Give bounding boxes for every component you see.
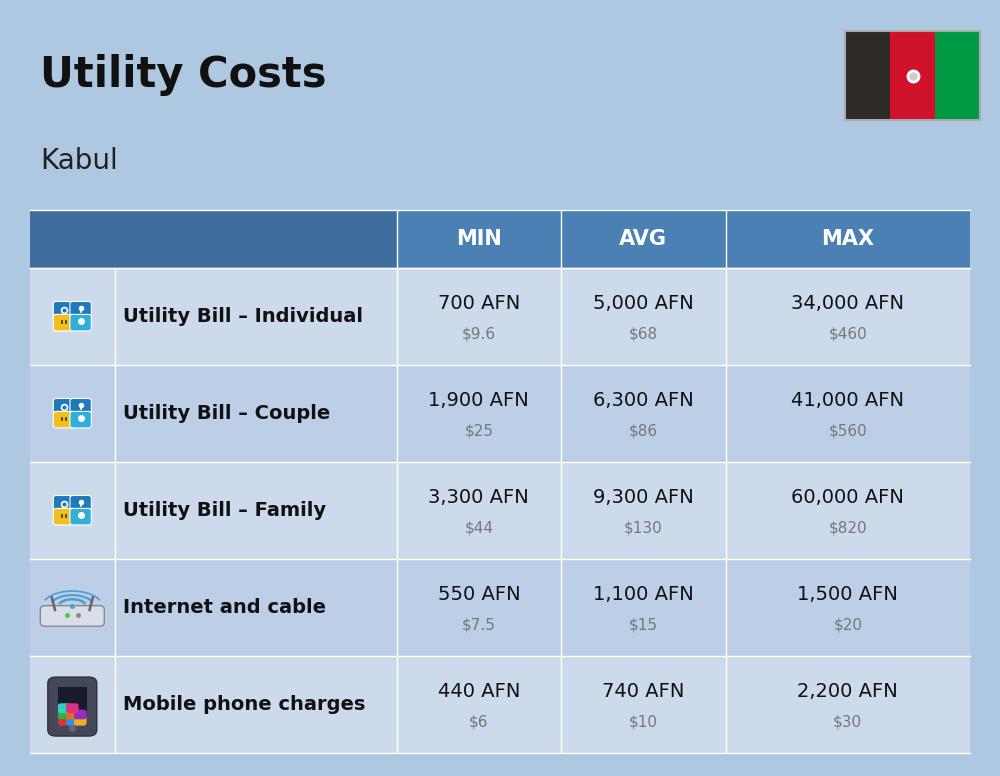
Text: 6,300 AFN: 6,300 AFN	[593, 391, 694, 410]
Bar	[845, 31, 890, 120]
FancyBboxPatch shape	[53, 399, 75, 415]
FancyBboxPatch shape	[53, 508, 75, 525]
FancyBboxPatch shape	[74, 709, 87, 719]
FancyBboxPatch shape	[53, 301, 75, 318]
Bar	[30, 210, 970, 268]
FancyBboxPatch shape	[58, 715, 70, 726]
FancyBboxPatch shape	[58, 709, 70, 719]
Text: $6: $6	[469, 714, 489, 729]
FancyBboxPatch shape	[74, 715, 87, 726]
Text: 1,900 AFN: 1,900 AFN	[428, 391, 529, 410]
FancyBboxPatch shape	[53, 411, 75, 428]
Bar	[890, 31, 935, 120]
Text: 34,000 AFN: 34,000 AFN	[791, 294, 904, 313]
FancyBboxPatch shape	[70, 496, 91, 512]
Text: $25: $25	[464, 423, 493, 438]
Text: $560: $560	[828, 423, 867, 438]
Text: AVG: AVG	[619, 229, 667, 248]
FancyBboxPatch shape	[66, 709, 79, 719]
Bar	[935, 31, 980, 120]
FancyBboxPatch shape	[58, 703, 70, 713]
Text: 3,300 AFN: 3,300 AFN	[428, 488, 529, 507]
Bar	[30, 210, 397, 268]
Text: $15: $15	[629, 617, 658, 632]
Text: Mobile phone charges: Mobile phone charges	[123, 695, 365, 714]
Bar	[30, 268, 970, 365]
Bar	[30, 656, 970, 753]
FancyBboxPatch shape	[70, 508, 91, 525]
Text: $86: $86	[629, 423, 658, 438]
Text: $460: $460	[828, 326, 867, 341]
Bar	[30, 559, 970, 656]
Text: $30: $30	[833, 714, 862, 729]
FancyBboxPatch shape	[70, 314, 91, 331]
FancyBboxPatch shape	[48, 677, 97, 736]
Text: 550 AFN: 550 AFN	[438, 585, 520, 604]
Bar	[30, 365, 970, 462]
FancyBboxPatch shape	[40, 605, 104, 626]
FancyBboxPatch shape	[53, 496, 75, 512]
Bar	[845, 31, 980, 120]
Text: $44: $44	[464, 520, 493, 535]
FancyBboxPatch shape	[66, 703, 79, 713]
Text: Internet and cable: Internet and cable	[123, 598, 326, 617]
Text: MIN: MIN	[456, 229, 502, 248]
Text: MAX: MAX	[821, 229, 874, 248]
Text: 9,300 AFN: 9,300 AFN	[593, 488, 694, 507]
Text: Kabul: Kabul	[40, 147, 118, 175]
Text: 60,000 AFN: 60,000 AFN	[791, 488, 904, 507]
Text: 740 AFN: 740 AFN	[602, 682, 685, 701]
Text: 700 AFN: 700 AFN	[438, 294, 520, 313]
Bar	[58, 687, 87, 725]
Text: $10: $10	[629, 714, 658, 729]
Text: 440 AFN: 440 AFN	[438, 682, 520, 701]
FancyBboxPatch shape	[53, 314, 75, 331]
Text: Utility Bill – Individual: Utility Bill – Individual	[123, 307, 363, 326]
Text: 2,200 AFN: 2,200 AFN	[797, 682, 898, 701]
Text: Utility Bill – Couple: Utility Bill – Couple	[123, 404, 330, 423]
FancyBboxPatch shape	[70, 411, 91, 428]
Text: 5,000 AFN: 5,000 AFN	[593, 294, 694, 313]
FancyBboxPatch shape	[70, 399, 91, 415]
Text: 1,500 AFN: 1,500 AFN	[797, 585, 898, 604]
Text: $820: $820	[828, 520, 867, 535]
Text: $20: $20	[833, 617, 862, 632]
Text: Utility Bill – Family: Utility Bill – Family	[123, 501, 326, 520]
Text: 41,000 AFN: 41,000 AFN	[791, 391, 904, 410]
Text: $130: $130	[624, 520, 663, 535]
Text: $68: $68	[629, 326, 658, 341]
FancyBboxPatch shape	[70, 301, 91, 318]
Text: $7.5: $7.5	[462, 617, 496, 632]
Text: Utility Costs: Utility Costs	[40, 54, 326, 96]
Text: $9.6: $9.6	[462, 326, 496, 341]
Text: 1,100 AFN: 1,100 AFN	[593, 585, 694, 604]
FancyBboxPatch shape	[66, 715, 79, 726]
Bar	[30, 462, 970, 559]
